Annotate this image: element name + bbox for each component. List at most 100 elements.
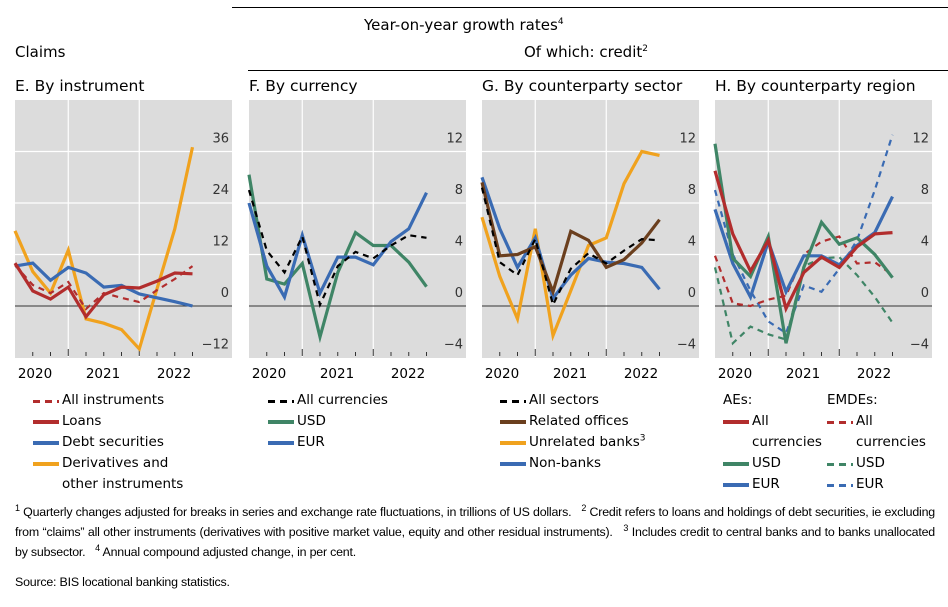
legend-label: USD [752,455,781,471]
series-line-loans [13,262,193,320]
legend-item: EUR [827,474,937,495]
y-tick-label: 0 [221,286,229,301]
x-tick-label: 2022 [857,366,891,382]
series-line-all-sectors [480,187,660,308]
series-line-emdes-usd [713,255,894,346]
legend-label: All sectors [529,392,599,408]
credit-heading: Of which: credit2 [524,43,648,61]
y-tick-label: 4 [688,235,696,250]
legend-panel-g: All sectors Related offices Unrelated bank… [500,390,700,474]
legend-swatch-icon [33,432,59,453]
legend-panel-h: AEs: All currencies USD EUR EMDEs: All cur… [723,390,943,495]
y-tick-label: 4 [455,235,463,250]
legend-label: EUR [297,434,325,450]
y-tick-label: 0 [921,286,929,301]
legend-item: EUR [268,432,448,453]
x-tick-label: 2021 [86,366,120,382]
series-line-derivatives-and-other-instruments [13,146,195,353]
panel-h-title: H. By counterparty region [715,77,916,95]
x-tick-label: 2021 [553,366,587,382]
panel-g-title: G. By counterparty sector [482,77,683,95]
plot-background [715,100,932,358]
legend-swatch-icon [723,453,749,474]
y-tick-label: 12 [446,132,463,147]
panel-e-by-instrument: −12 0 12 24 36 2020 2021 2022 [13,100,232,382]
legend-item: USD [268,411,448,432]
header-rule-credit [248,70,948,71]
footnote-3-number: 3 [623,522,629,533]
panel-f-title: F. By currency [249,77,358,95]
series-line-debt-securities [14,261,193,308]
legend-item: Unrelated banks3 [500,432,700,453]
legend-item: USD [827,453,937,474]
legend-label: Loans [62,413,102,429]
legend-label: Derivatives and other instruments [62,455,184,492]
footnote-2-text: Credit refers to loans and holdings of d… [15,505,935,539]
legend-item: Non-banks [500,453,700,474]
y-tick-label: −12 [202,338,229,353]
legend-swatch-icon [33,390,59,411]
legend-item: Related offices [500,411,700,432]
charts-canvas: −12 0 12 24 36 2020 2021 2022 −4 0 4 8 12 2020 2021 20… [13,100,932,382]
legend-swatch-icon [268,432,294,453]
series-line-related-offices [480,182,661,297]
legend-swatch-icon [268,390,294,411]
panel-g-by-counterparty-sector: −4 0 4 8 12 2020 2021 2022 [480,100,699,382]
series-line-unrelated-banks [480,149,660,342]
x-tick-label: 2020 [485,366,519,382]
footnotes: 1 Quarterly changes adjusted for breaks … [15,502,935,562]
x-tick-label: 2021 [786,366,820,382]
legend-item: Loans [33,411,213,432]
legend-swatch-icon [500,432,526,453]
legend-swatch-icon [723,474,749,495]
legend-label: Unrelated banks3 [529,433,646,450]
y-tick-label: 0 [688,286,696,301]
legend-label: USD [297,413,326,429]
y-tick-label: 8 [688,183,696,198]
footnote-1-text: Quarterly changes adjusted for breaks in… [23,505,572,519]
legend-swatch-icon [500,411,526,432]
footnote-2: 2 Credit refers to loans and holdings of… [15,502,935,539]
legend-swatch-icon [723,411,749,432]
legend-item: USD [723,453,827,474]
legend-label: Related offices [529,413,629,429]
legend-swatch-icon [33,411,59,432]
x-tick-label: 2020 [718,366,752,382]
legend-label: All currencies [297,392,388,408]
legend-swatch-icon [827,474,853,495]
legend-label: USD [856,455,885,471]
series-line-usd [247,174,428,344]
x-tick-label: 2022 [157,366,191,382]
panel-e-title: E. By instrument [15,77,145,95]
y-tick-label: 8 [455,183,463,198]
legend-item: All currencies [268,390,448,411]
y-tick-label: 36 [212,132,229,147]
footnote-2-number: 2 [581,502,587,513]
footnote-1: 1 Quarterly changes adjusted for breaks … [15,503,572,519]
legend-item: All currencies [723,411,827,453]
legend-h-emde-column: EMDEs: All currencies USD EUR [827,390,937,495]
footnote-4: 4 Annual compound adjusted change, in pe… [95,543,357,559]
y-tick-label: 0 [455,286,463,301]
y-tick-label: 8 [921,183,929,198]
footnote-3-text: Includes credit to central banks and to … [15,525,935,559]
legend-h-ae-heading: AEs: [723,392,753,408]
claims-heading: Claims [15,43,66,61]
x-tick-label: 2021 [320,366,354,382]
legend-label: Non-banks [529,455,602,471]
y-tick-label: −4 [444,338,463,353]
credit-title: Of which: credit [524,43,643,61]
series-line-eur [247,191,428,302]
legend-label: EUR [856,476,884,492]
x-tick-label: 2020 [18,366,52,382]
footnote-4-text: Annual compound adjusted change, in per … [102,545,357,559]
y-tick-label: 12 [212,235,229,250]
legend-panel-f: All currencies USD EUR [268,390,448,453]
y-tick-label: 12 [679,132,696,147]
plot-background [482,100,699,358]
legend-swatch-icon [500,390,526,411]
legend-swatch-icon [827,411,853,432]
series-line-emdes-eur [713,134,894,335]
x-tick-label: 2022 [624,366,658,382]
plot-background [15,100,232,358]
